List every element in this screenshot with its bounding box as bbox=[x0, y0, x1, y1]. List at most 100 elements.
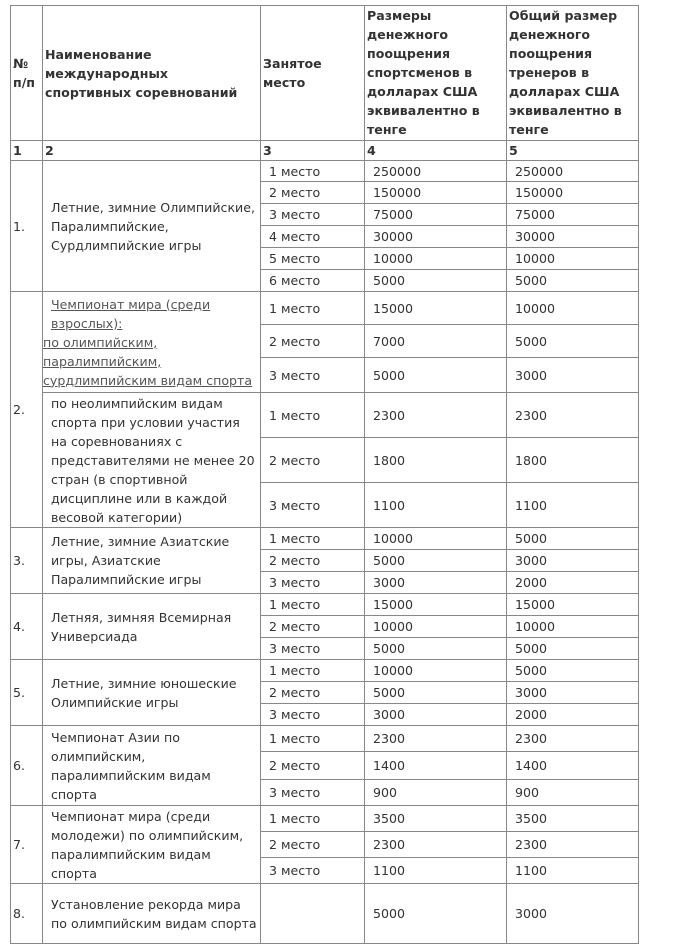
table-body: 1. Летние, зимние Олимпийские, Паралимпий… bbox=[10, 160, 639, 944]
athletes-amount: 250000 bbox=[364, 160, 507, 182]
competition-link[interactable]: Чемпионат мира (среди взрослых): bbox=[51, 296, 211, 331]
athletes-amount: 1100 bbox=[364, 857, 507, 884]
coaches-amount: 150000 bbox=[506, 181, 639, 204]
place-cell: 1 место bbox=[260, 291, 365, 325]
table-row: 3 место 900 900 bbox=[11, 779, 639, 806]
athletes-amount: 30000 bbox=[364, 225, 507, 248]
competition-name: по неолимпийским видам спорта при услови… bbox=[42, 392, 261, 528]
coaches-amount: 2300 bbox=[506, 725, 639, 752]
place-cell: 3 место bbox=[260, 357, 365, 393]
table-row: 3 место 3000 2000 bbox=[11, 703, 639, 726]
coaches-amount: 3000 bbox=[506, 357, 639, 393]
table-row: 3 место 5000 5000 bbox=[11, 637, 639, 660]
competition-name: Чемпионат мира (среди взрослых): по олимп… bbox=[42, 291, 261, 393]
athletes-amount: 2300 bbox=[364, 831, 507, 858]
athletes-amount: 900 bbox=[364, 779, 507, 806]
competition-name: Чемпионат Азии по олимпийским, паралимпи… bbox=[42, 725, 261, 806]
place-cell: 1 место bbox=[260, 725, 365, 752]
section-number: 7. bbox=[10, 805, 43, 884]
section-number: 1. bbox=[10, 160, 43, 292]
column-number: 4 bbox=[364, 140, 507, 161]
athletes-amount: 3000 bbox=[364, 571, 507, 594]
athletes-amount: 10000 bbox=[364, 615, 507, 638]
place-cell: 4 место bbox=[260, 225, 365, 248]
competition-name: Летние, зимние Олимпийские, Паралимпийск… bbox=[42, 160, 261, 292]
coaches-amount: 250000 bbox=[506, 160, 639, 182]
table-row: 2 место 1800 1800 bbox=[11, 437, 639, 483]
athletes-amount: 10000 bbox=[364, 527, 507, 550]
table-row: по неолимпийским видам спорта при услови… bbox=[11, 392, 639, 528]
table-row: 4. Летняя, зимняя Всемирная Универсиада 1 … bbox=[10, 593, 639, 660]
athletes-amount: 5000 bbox=[364, 357, 507, 393]
coaches-amount: 10000 bbox=[506, 247, 639, 270]
coaches-amount: 1100 bbox=[506, 482, 639, 528]
athletes-amount: 3500 bbox=[364, 805, 507, 832]
athletes-amount: 3000 bbox=[364, 703, 507, 726]
section-number: 5. bbox=[10, 659, 43, 726]
athletes-amount: 7000 bbox=[364, 324, 507, 358]
competition-link[interactable]: по олимпийским, паралимпийским, сурдлимп… bbox=[43, 334, 253, 388]
coaches-amount: 3000 bbox=[506, 883, 639, 944]
place-cell: 2 место bbox=[260, 751, 365, 780]
table-row: 5. Летние, зимние юношеские Олимпийские и… bbox=[10, 659, 639, 726]
table-row: 3 место 1100 1100 bbox=[11, 482, 639, 528]
place-cell: 3 место bbox=[260, 571, 365, 594]
place-cell: 3 место bbox=[260, 703, 365, 726]
header-place: Занятое место bbox=[260, 5, 365, 141]
competition-name: Летняя, зимняя Всемирная Универсиада bbox=[42, 593, 261, 660]
section-number: 3. bbox=[10, 527, 43, 594]
place-cell: 2 место bbox=[260, 831, 365, 858]
coaches-amount: 1800 bbox=[506, 437, 639, 483]
place-cell: 2 место bbox=[260, 615, 365, 638]
coaches-amount: 30000 bbox=[506, 225, 639, 248]
column-number: 1 bbox=[10, 140, 43, 161]
athletes-amount: 5000 bbox=[364, 269, 507, 292]
athletes-amount: 5000 bbox=[364, 681, 507, 704]
competition-name: Летние, зимние Азиатские игры, Азиатские… bbox=[42, 527, 261, 594]
coaches-amount: 2300 bbox=[506, 831, 639, 858]
header-name: Наименование международных спортивных со… bbox=[42, 5, 261, 141]
coaches-amount: 2300 bbox=[506, 392, 639, 438]
table-row: 2 место 2300 2300 bbox=[11, 831, 639, 858]
place-cell: 2 место bbox=[260, 437, 365, 483]
athletes-amount: 5000 bbox=[364, 883, 507, 944]
header-num: № п/п bbox=[10, 5, 43, 141]
athletes-amount: 2300 bbox=[364, 392, 507, 438]
place-cell: 3 место bbox=[260, 857, 365, 884]
section-number: 6. bbox=[10, 725, 43, 806]
place-cell: 6 место bbox=[260, 269, 365, 292]
athletes-amount: 75000 bbox=[364, 203, 507, 226]
competition-name: Установление рекорда мира по олимпийским… bbox=[42, 883, 261, 944]
table-row: 2 место 5000 3000 bbox=[11, 681, 639, 704]
table-row: 8. Установление рекорда мира по олимпийск… bbox=[10, 883, 639, 944]
athletes-amount: 1400 bbox=[364, 751, 507, 780]
place-cell: 5 место bbox=[260, 247, 365, 270]
table-row: 1. Летние, зимние Олимпийские, Паралимпий… bbox=[10, 160, 639, 292]
athletes-amount: 5000 bbox=[364, 549, 507, 572]
section-number: 2. bbox=[10, 291, 43, 528]
table-row: 2 место 5000 3000 bbox=[11, 549, 639, 572]
place-cell: 2 место bbox=[260, 181, 365, 204]
coaches-amount: 2000 bbox=[506, 703, 639, 726]
place-cell: 1 место bbox=[260, 160, 365, 182]
place-cell: 3 место bbox=[260, 482, 365, 528]
table-row: 6 место 5000 5000 bbox=[11, 269, 639, 292]
place-cell: 1 место bbox=[260, 659, 365, 682]
awards-table: № п/п Наименование международных спортив… bbox=[10, 5, 639, 944]
athletes-amount: 150000 bbox=[364, 181, 507, 204]
table-row: 3 место 75000 75000 bbox=[11, 203, 639, 226]
table-row: 2. Чемпионат мира (среди взрослых): по оли… bbox=[10, 291, 639, 528]
athletes-amount: 15000 bbox=[364, 593, 507, 616]
coaches-amount: 2000 bbox=[506, 571, 639, 594]
coaches-amount: 3000 bbox=[506, 681, 639, 704]
table-row: 6. Чемпионат Азии по олимпийским, паралим… bbox=[10, 725, 639, 806]
place-cell bbox=[260, 883, 365, 944]
athletes-amount: 15000 bbox=[364, 291, 507, 325]
table-row: 7. Чемпионат мира (среди молодежи) по оли… bbox=[10, 805, 639, 884]
place-cell: 1 место bbox=[260, 593, 365, 616]
header-coaches: Общий размер денежного поощрения тренеро… bbox=[506, 5, 639, 141]
coaches-amount: 75000 bbox=[506, 203, 639, 226]
coaches-amount: 10000 bbox=[506, 615, 639, 638]
athletes-amount: 1100 bbox=[364, 482, 507, 528]
place-cell: 2 место bbox=[260, 549, 365, 572]
